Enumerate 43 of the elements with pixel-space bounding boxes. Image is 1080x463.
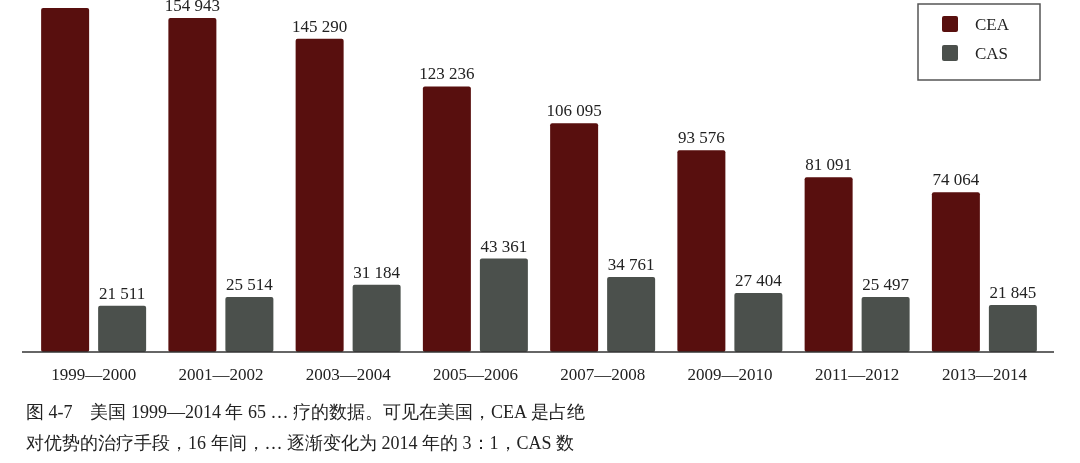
caption: 图 4-7 美国 1999—2014 年 65 … 疗的数据。可见在美国，CEA 是占绝 <box>26 402 585 422</box>
bar <box>422 86 471 352</box>
bar <box>988 304 1037 352</box>
data-label: 123 236 <box>419 64 475 84</box>
data-label: 31 184 <box>353 262 401 282</box>
data-label: 145 290 <box>292 16 348 36</box>
bar <box>168 18 217 352</box>
bar <box>352 284 401 352</box>
bar <box>295 38 344 352</box>
x-tick-label: 2005—2006 <box>432 365 518 384</box>
x-tick-label: 2001—2002 <box>178 365 264 384</box>
data-label: 106 095 <box>546 101 602 121</box>
bar <box>677 150 726 352</box>
bar <box>734 292 783 352</box>
data-label: 21 511 <box>99 283 146 303</box>
bar <box>41 8 90 352</box>
bar <box>98 305 147 352</box>
bar <box>607 277 656 352</box>
bar <box>804 177 853 352</box>
data-label: 34 761 <box>607 255 655 275</box>
data-label: 74 064 <box>932 170 980 190</box>
bar <box>861 297 910 352</box>
x-tick-label: 2013—2014 <box>941 365 1028 384</box>
x-tick-label: 2007—2008 <box>560 365 646 384</box>
bar <box>225 297 274 352</box>
data-label: 154 943 <box>164 0 220 16</box>
data-label: 43 361 <box>480 236 528 256</box>
legend-label: CEA <box>975 15 1010 34</box>
text: 对优势的治疗手段，16 年间，… 逐渐变化为 2014 年的 3：1，CAS 数 <box>26 433 575 453</box>
data-label: 81 091 <box>805 155 852 175</box>
data-label: 27 404 <box>735 270 783 290</box>
data-label: 25 514 <box>226 275 274 295</box>
x-tick-label: 1999—2000 <box>51 365 137 384</box>
x-tick-label: 2003—2004 <box>305 365 392 384</box>
data-label: 25 497 <box>862 275 910 295</box>
legend-label: CAS <box>975 44 1009 63</box>
x-tick-label: 2011—2012 <box>814 365 900 384</box>
bar <box>931 192 980 352</box>
data-label: 93 576 <box>678 128 725 148</box>
data-label: 21 845 <box>989 282 1037 302</box>
bar <box>550 123 599 352</box>
x-tick-label: 2009—2010 <box>687 365 773 384</box>
bar <box>479 258 528 352</box>
